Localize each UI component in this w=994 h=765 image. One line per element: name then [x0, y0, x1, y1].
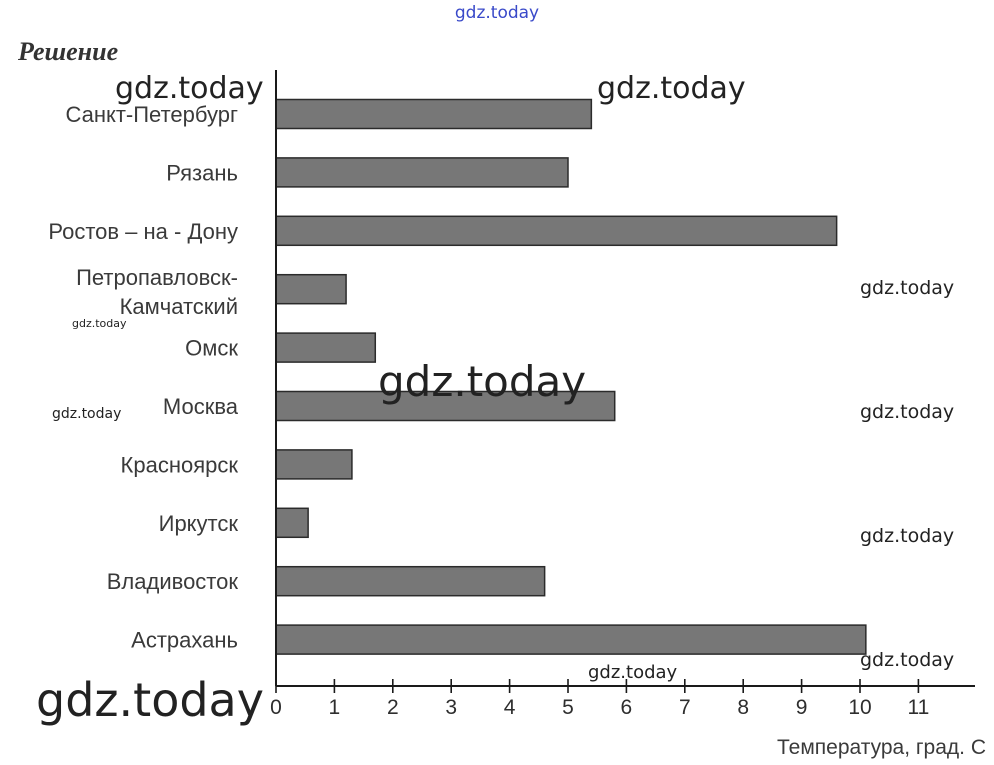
category-label-6: Москва: [163, 394, 239, 419]
x-axis-ticks: 0 1 2 3 4 5 6 7 8 9 10 11: [270, 679, 929, 719]
category-label-1: Санкт-Петербург: [65, 102, 238, 127]
x-tick-label-5: 5: [562, 696, 574, 719]
watermark-8: gdz.today: [860, 525, 954, 547]
x-tick-label-4: 4: [504, 696, 516, 719]
bar-8: [275, 507, 309, 539]
category-label-8: Иркутск: [159, 511, 239, 536]
bar-4: [275, 273, 347, 305]
bar-7: [275, 449, 353, 480]
x-tick-label-3: 3: [445, 696, 457, 719]
x-tick-label-1: 1: [329, 696, 341, 719]
heading: Решение: [17, 37, 118, 66]
x-tick-label-11: 11: [907, 696, 929, 719]
category-label-4: Петропавловск-Камчатский: [76, 265, 238, 319]
category-label-3: Ростов – на - Дону: [48, 219, 238, 244]
category-label-5: Омск: [185, 336, 238, 361]
bar-9: [275, 565, 546, 597]
bar-1: [275, 98, 593, 130]
bars-group: [275, 98, 867, 655]
category-label-9: Владивосток: [107, 569, 239, 594]
x-tick-label-10: 10: [848, 696, 871, 719]
x-tick-label-7: 7: [679, 696, 691, 719]
category-label-7: Красноярск: [121, 452, 239, 477]
x-tick-label-2: 2: [387, 696, 399, 719]
watermark-10: gdz.today: [588, 662, 678, 683]
bar-10: [275, 624, 867, 655]
watermark-7: gdz.today: [860, 401, 954, 423]
bar-3: [275, 215, 838, 247]
watermark-top: gdz.today: [455, 3, 539, 23]
category-label-10: Астрахань: [131, 628, 238, 653]
watermark-5: gdz.today: [378, 357, 586, 406]
x-tick-label-8: 8: [737, 696, 749, 719]
bar-2: [275, 157, 569, 188]
x-axis-title: Температура, град. С: [777, 736, 986, 759]
x-tick-label-6: 6: [621, 696, 633, 719]
watermark-6: gdz.today: [52, 406, 121, 422]
category-labels: Санкт-Петербург Рязань Ростов – на - Дону П…: [48, 102, 238, 653]
watermark-2: gdz.today: [597, 71, 746, 106]
category-label-2: Рязань: [166, 160, 238, 185]
watermark-11: gdz.today: [36, 673, 264, 727]
watermark-4: gdz.today: [72, 317, 127, 330]
watermark-3: gdz.today: [860, 277, 954, 299]
x-tick-label-0: 0: [270, 696, 282, 719]
watermark-layer: gdz.today gdz.today gdz.today gdz.today …: [36, 3, 954, 727]
bar-5: [275, 332, 377, 363]
x-tick-label-9: 9: [796, 696, 808, 719]
watermark-9: gdz.today: [860, 649, 954, 671]
watermark-1: gdz.today: [115, 71, 264, 106]
